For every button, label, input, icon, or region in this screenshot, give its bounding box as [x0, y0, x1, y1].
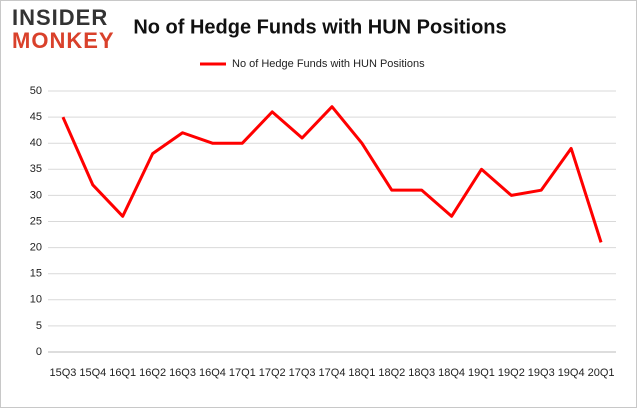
data-line: [61, 105, 603, 243]
x-tick-label: 17Q1: [229, 367, 256, 379]
y-tick-label: 15: [30, 268, 42, 280]
x-tick-label: 20Q1: [588, 367, 615, 379]
x-tick-label: 19Q4: [558, 367, 585, 379]
x-tick-label: 18Q1: [348, 367, 375, 379]
logo-bottom: MONKEY: [12, 28, 115, 53]
x-tick-label: 16Q3: [169, 367, 196, 379]
y-tick-label: 25: [30, 215, 42, 227]
x-tick-label: 16Q1: [109, 367, 136, 379]
y-tick-label: 30: [30, 189, 42, 201]
x-tick-label: 19Q1: [468, 367, 495, 379]
y-tick-label: 45: [30, 111, 42, 123]
chart-title: No of Hedge Funds with HUN Positions: [133, 16, 506, 38]
y-tick-label: 20: [30, 242, 42, 254]
x-tick-label: 19Q3: [528, 367, 555, 379]
y-tick-label: 40: [30, 137, 42, 149]
logo-top: INSIDER: [12, 5, 108, 30]
x-tick-label: 15Q4: [79, 367, 106, 379]
y-tick-label: 10: [30, 294, 42, 306]
y-tick-label: 5: [36, 320, 42, 332]
y-tick-label: 0: [36, 346, 42, 358]
legend-label: No of Hedge Funds with HUN Positions: [232, 58, 425, 70]
y-tick-label: 50: [30, 85, 42, 97]
x-tick-label: 17Q3: [289, 367, 316, 379]
x-tick-label: 17Q2: [259, 367, 286, 379]
x-tick-label: 16Q2: [139, 367, 166, 379]
x-tick-label: 16Q4: [199, 367, 226, 379]
y-tick-label: 35: [30, 163, 42, 175]
x-tick-label: 18Q3: [408, 367, 435, 379]
x-tick-label: 15Q3: [49, 367, 76, 379]
x-tick-label: 19Q2: [498, 367, 525, 379]
x-tick-label: 17Q4: [319, 367, 346, 379]
x-tick-label: 18Q4: [438, 367, 465, 379]
x-tick-label: 18Q2: [378, 367, 405, 379]
